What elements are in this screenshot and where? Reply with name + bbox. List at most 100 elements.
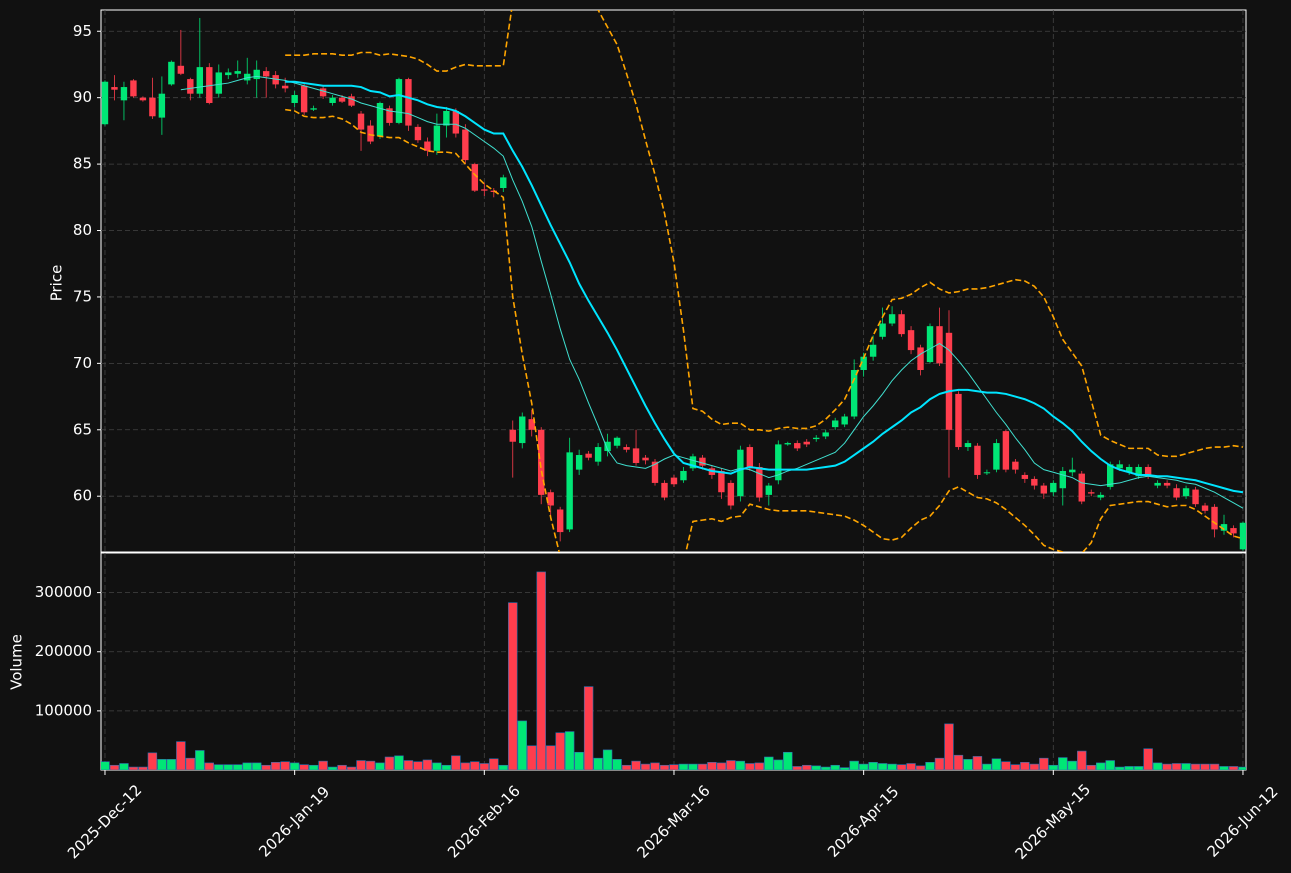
candle-body bbox=[234, 71, 241, 74]
candle-body bbox=[1135, 466, 1142, 477]
candle-body bbox=[964, 443, 972, 448]
volume-bar bbox=[128, 766, 139, 770]
candle-body bbox=[661, 482, 668, 498]
volume-bar bbox=[470, 761, 480, 770]
candle-body bbox=[519, 416, 526, 444]
volume-bar bbox=[1077, 750, 1087, 770]
candle-body bbox=[993, 443, 1000, 470]
volume-bar bbox=[280, 761, 290, 770]
volume-bar bbox=[716, 762, 727, 770]
volume-bar bbox=[479, 763, 490, 770]
candle-body bbox=[1050, 482, 1057, 493]
candle-body bbox=[206, 67, 213, 103]
candle-body bbox=[1107, 464, 1114, 487]
candle-body bbox=[244, 73, 251, 81]
volume-bar bbox=[915, 765, 926, 770]
volume-bar bbox=[1086, 764, 1096, 770]
candle-body bbox=[130, 80, 137, 97]
y-tick-label: 200000 bbox=[35, 642, 92, 660]
volume-bar bbox=[887, 763, 897, 770]
candle-body bbox=[945, 332, 953, 430]
candle-body bbox=[718, 470, 725, 493]
candle-body bbox=[1097, 494, 1104, 498]
candle-body bbox=[746, 447, 754, 469]
candle-body bbox=[1220, 524, 1228, 531]
candle-body bbox=[414, 126, 422, 141]
y-tick-label: 80 bbox=[73, 221, 92, 239]
volume-bar bbox=[185, 757, 196, 770]
y-tick-label: 100000 bbox=[35, 701, 92, 719]
candle-body bbox=[500, 177, 507, 189]
volume-bar bbox=[356, 760, 366, 770]
candle-body bbox=[575, 455, 583, 470]
volume-bar bbox=[384, 756, 395, 770]
volume-bar bbox=[953, 754, 964, 770]
volume-bar bbox=[119, 763, 129, 770]
candle-body bbox=[888, 314, 896, 324]
candle-body bbox=[936, 326, 943, 364]
volume-bar bbox=[1067, 760, 1077, 770]
volume-bar bbox=[451, 755, 461, 770]
volume-bar bbox=[621, 764, 632, 770]
candle-body bbox=[860, 356, 867, 371]
volume-bar bbox=[545, 745, 556, 770]
candle-body bbox=[215, 72, 222, 94]
candle-body bbox=[1125, 466, 1133, 473]
volume-bar bbox=[242, 762, 252, 770]
volume-bar bbox=[1200, 763, 1210, 770]
volume-bar bbox=[299, 764, 309, 770]
candle-body bbox=[149, 97, 156, 117]
volume-bar bbox=[252, 762, 262, 770]
candle-body bbox=[262, 71, 270, 77]
candle-body bbox=[680, 470, 687, 481]
candle-body bbox=[1239, 522, 1246, 550]
volume-bar bbox=[1029, 763, 1040, 770]
volume-bar bbox=[934, 757, 945, 770]
volume-bar bbox=[261, 764, 271, 770]
volume-bar bbox=[735, 760, 746, 770]
volume-bar bbox=[109, 764, 120, 770]
volume-bar bbox=[896, 764, 907, 770]
candle-body bbox=[765, 485, 773, 495]
volume-bar bbox=[963, 759, 973, 770]
candle-body bbox=[291, 95, 298, 103]
candle-body bbox=[187, 79, 194, 94]
candle-body bbox=[613, 437, 621, 446]
candle-body bbox=[111, 87, 118, 90]
volume-bar bbox=[583, 686, 594, 770]
volume-bar bbox=[783, 751, 793, 770]
candle-body bbox=[1078, 473, 1085, 502]
candle-body bbox=[471, 164, 479, 191]
candle-body bbox=[926, 326, 934, 363]
candle-body bbox=[168, 61, 175, 85]
candle-body bbox=[196, 67, 204, 94]
candle-body bbox=[281, 85, 289, 89]
candle-body bbox=[386, 108, 393, 123]
volume-bar bbox=[593, 757, 603, 770]
candle-body bbox=[737, 449, 744, 497]
volume-bar bbox=[223, 764, 233, 770]
volume-bar bbox=[432, 762, 442, 770]
x-tick-label: 2025-Dec-12 bbox=[64, 781, 145, 862]
candle-body bbox=[1031, 478, 1038, 486]
volume-bar bbox=[101, 761, 110, 770]
y-tick-label: 60 bbox=[73, 487, 92, 505]
volume-bar bbox=[308, 764, 319, 770]
volume-bar bbox=[166, 759, 177, 770]
volume-bar bbox=[147, 752, 158, 770]
volume-bar bbox=[754, 762, 765, 770]
volume-bar bbox=[811, 765, 821, 770]
volume-bar bbox=[403, 760, 414, 770]
x-tick-label: 2026-Mar-16 bbox=[634, 782, 714, 862]
volume-bar bbox=[944, 723, 954, 770]
candle-body bbox=[813, 437, 820, 440]
candle-body bbox=[907, 330, 915, 351]
candle-body bbox=[253, 69, 260, 80]
volume-bar bbox=[318, 760, 328, 770]
volume-bar bbox=[697, 763, 708, 770]
candle-body bbox=[272, 75, 279, 85]
volume-bar bbox=[1152, 762, 1163, 770]
candle-body bbox=[822, 432, 829, 437]
y-tick-label: 70 bbox=[73, 354, 92, 372]
